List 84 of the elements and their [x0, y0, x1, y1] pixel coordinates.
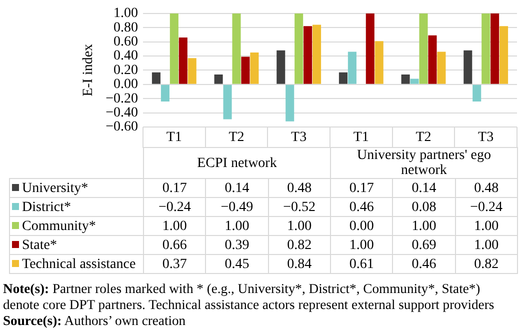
y-tick-label: 1.00: [114, 6, 138, 22]
data-label: −0.24: [455, 198, 518, 216]
bar: [490, 13, 500, 84]
data-label: 0.14: [206, 178, 268, 198]
data-label: 0.14: [392, 178, 456, 198]
bar: [178, 38, 188, 84]
y-tick-label: −0.40: [106, 105, 138, 120]
bar: [160, 84, 170, 102]
bar: [437, 52, 446, 84]
bar: [223, 84, 232, 120]
data-label: 1.00: [455, 216, 518, 236]
data-label: 0.66: [144, 236, 206, 254]
y-tick-label: −0.60: [106, 120, 138, 135]
bar: [482, 13, 490, 84]
data-label: 0.48: [268, 178, 330, 198]
y-tick-label: 0.20: [114, 62, 138, 78]
data-label: 1.00: [206, 216, 268, 236]
x-tick-label: T2: [416, 130, 432, 146]
data-label: 0.17: [144, 178, 206, 198]
data-label: 0.46: [330, 198, 393, 216]
bar: [428, 35, 437, 84]
bar: [286, 84, 294, 122]
data-label: 1.00: [144, 216, 206, 236]
text: ECPI network: [144, 148, 330, 178]
x-tick-label: T1: [353, 130, 369, 146]
x-tick-label: T3: [291, 130, 307, 146]
y-tick-label: 0.80: [114, 20, 138, 36]
data-label: 0.46: [392, 254, 456, 274]
bar: [419, 13, 428, 84]
bar: [472, 84, 482, 102]
legend-label: State*: [10, 236, 144, 254]
data-label: 1.00: [268, 216, 330, 236]
bar: [500, 26, 508, 84]
bar: [188, 58, 196, 84]
data-label: 1.00: [392, 216, 456, 236]
x-tick-label: T1: [166, 130, 182, 146]
y-tick-label: −0.20: [106, 91, 138, 106]
data-label: 0.82: [268, 236, 330, 254]
data-label: 0.37: [144, 254, 206, 274]
data-label: 0.39: [206, 236, 268, 254]
bar: [294, 13, 304, 84]
data-label: −0.24: [144, 198, 206, 216]
data-label: 1.00: [330, 236, 393, 254]
y-tick-label: 0.40: [114, 48, 138, 64]
y-axis-title: E-I index: [81, 44, 96, 96]
bar: [250, 52, 259, 84]
data-label: 0.61: [330, 254, 393, 274]
data-label: 0.84: [268, 254, 330, 274]
bar: [276, 50, 286, 84]
bar: [464, 50, 472, 84]
bar: [401, 74, 410, 84]
data-label: 0.17: [330, 178, 393, 198]
y-tick-label: 0.00: [114, 77, 138, 92]
data-label: 0.48: [455, 178, 518, 198]
bar: [410, 78, 419, 84]
x-tick-label: T2: [228, 130, 244, 146]
data-label: 0.00: [330, 216, 393, 236]
data-label: 0.45: [206, 254, 268, 274]
data-label: −0.49: [206, 198, 268, 216]
data-label: 0.69: [392, 236, 456, 254]
bar: [374, 41, 384, 84]
legend-label: Community*: [10, 216, 144, 236]
legend-label: University*: [10, 178, 144, 198]
bar: [241, 56, 250, 84]
bar: [366, 13, 374, 84]
text: University partners' ego network: [330, 148, 518, 178]
data-label: 0.08: [392, 198, 456, 216]
bar: [348, 52, 356, 84]
data-label: 0.82: [455, 254, 518, 274]
bar: [232, 13, 241, 84]
bar: [312, 24, 322, 84]
x-tick-label: T3: [478, 130, 494, 146]
data-label: −0.52: [268, 198, 330, 216]
data-label: 1.00: [455, 236, 518, 254]
legend-label: Technical assistance: [10, 254, 144, 274]
legend-label: District*: [10, 198, 144, 216]
y-tick-label: 0.60: [114, 34, 138, 50]
source-note: Source(s): Authors’ own creation: [3, 313, 187, 329]
bar: [152, 72, 160, 84]
bar: [214, 74, 223, 84]
text: Note(s): Partner roles marked with * (e.g., University*, District*, Community*, State*) denote core DPT partners. Technical assistance actors represent external support providers: [3, 281, 496, 313]
bar: [338, 72, 348, 84]
bar: [304, 26, 312, 84]
bar: [170, 13, 178, 84]
